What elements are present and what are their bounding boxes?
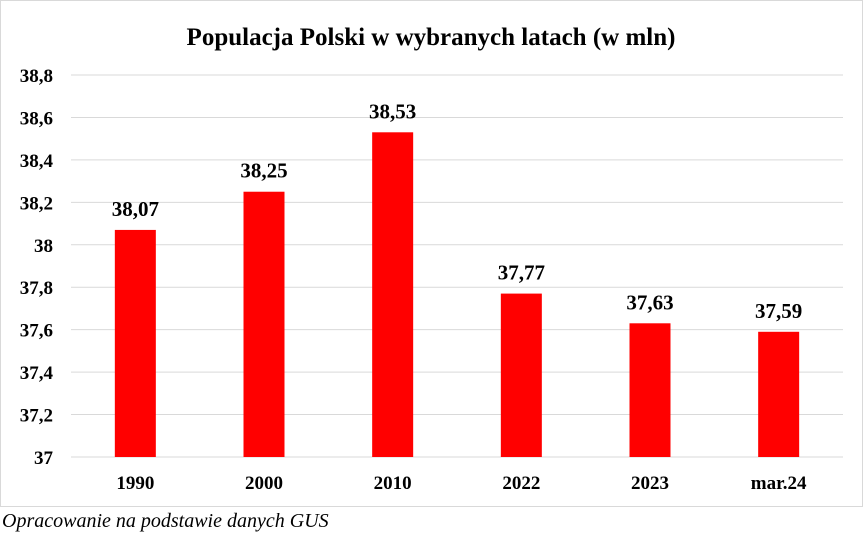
bar-2022 [500,293,542,457]
bar-2000 [243,191,285,457]
data-label-2000: 38,25 [240,159,287,183]
y-tick-label: 37,8 [20,278,53,299]
source-note: Opracowanie na podstawie danych GUS [2,510,329,532]
y-tick-label: 38 [34,236,53,257]
x-tick-label-mar.24: mar.24 [751,473,807,494]
y-tick-label: 38,6 [20,108,53,129]
bars [114,132,800,458]
data-labels: 38,07 38,25 38,53 37,77 37,63 37,59 [112,99,803,322]
x-axis-ticks: 1990 2000 2010 2022 2023 mar.24 [116,473,807,494]
data-label-1990: 38,07 [112,197,159,221]
bar-2010 [372,132,414,458]
y-tick-label: 38,8 [20,66,53,87]
x-tick-label-2023: 2023 [631,473,669,494]
y-tick-label: 38,2 [20,193,53,214]
data-label-2022: 37,77 [498,261,545,285]
gridlines [71,74,843,458]
data-label-mar.24: 37,59 [755,299,802,323]
bar-1990 [114,229,156,457]
y-tick-label: 38,4 [20,151,54,172]
bar-2023 [629,323,671,457]
x-tick-label-2000: 2000 [245,473,283,494]
bar-mar.24 [758,331,800,457]
data-label-2023: 37,63 [626,290,673,314]
y-axis-ticks: 37 37,2 37,4 37,6 37,8 38 38,2 38,4 38,6 38,8 [20,66,54,469]
y-tick-label: 37,2 [20,406,53,427]
chart-frame: Populacja Polski w wybranych latach (w m… [0,0,863,507]
chart-title: Populacja Polski w wybranych latach (w m… [187,24,676,51]
bar-chart: Populacja Polski w wybranych latach (w m… [20,24,843,494]
y-tick-label: 37 [34,448,54,469]
x-tick-label-2010: 2010 [374,473,412,494]
y-tick-label: 37,6 [20,321,53,342]
x-tick-label-2022: 2022 [502,473,540,494]
data-label-2010: 38,53 [369,99,416,123]
y-tick-label: 37,4 [20,363,54,384]
x-tick-label-1990: 1990 [116,473,154,494]
